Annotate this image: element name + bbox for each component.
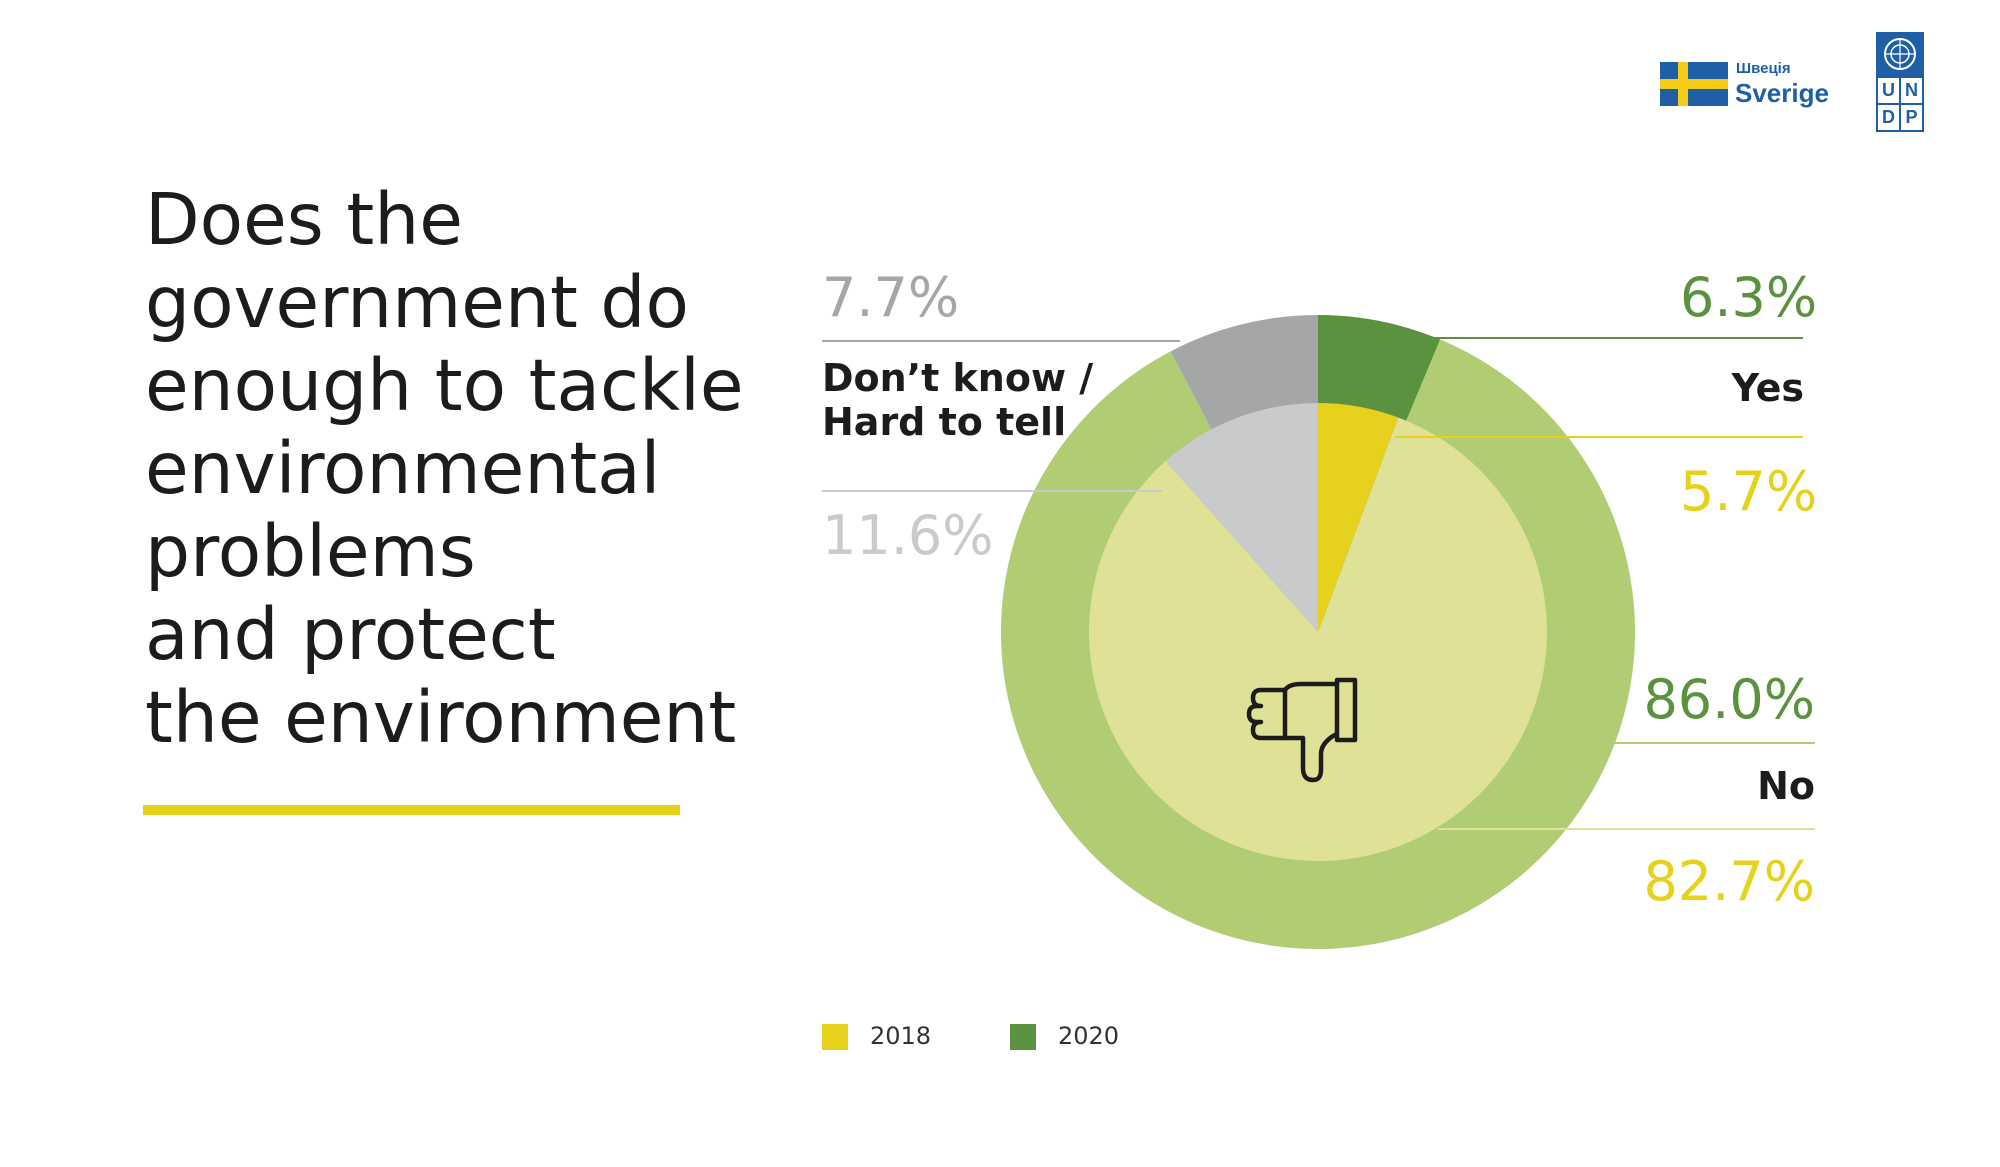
chart-title: Does the government do enough to tackle …: [145, 178, 765, 759]
sweden-flag-icon: [1660, 62, 1728, 106]
sweden-logo-small-text: Швеція: [1736, 60, 1791, 77]
title-line: the environment: [145, 676, 737, 759]
legend-label-2020: 2020: [1058, 1022, 1120, 1050]
inner-ring-2018: [1088, 403, 1547, 861]
label-dontknow-2020: 7.7%: [822, 266, 960, 329]
slice-no-2018: [1088, 417, 1547, 861]
label-yes-2020: 6.3%: [1680, 266, 1818, 329]
title-line: government do: [145, 261, 689, 344]
title-line: environmental: [145, 427, 661, 510]
legend-swatch-2018: [822, 1024, 848, 1050]
title-line: problems: [145, 510, 476, 593]
title-line: and protect: [145, 593, 556, 676]
slice-dontknow-2018: [1165, 403, 1318, 632]
sweden-logo-large-text: Sverige: [1735, 78, 1829, 108]
undp-letter-grid: U N D P: [1878, 78, 1922, 130]
title-line: enough to tackle: [145, 344, 744, 427]
label-no-2020: 86.0%: [1643, 668, 1815, 731]
label-dontknow-category: Don’t know / Hard to tell: [822, 356, 1093, 444]
label-dontknow-line: Don’t know /: [822, 356, 1094, 400]
slice-yes-2018: [1318, 403, 1399, 632]
thumbs-down-icon: [1246, 677, 1358, 783]
un-emblem-icon: [1884, 38, 1916, 70]
legend-label-2018: 2018: [870, 1022, 932, 1050]
undp-letter: N: [1901, 78, 1922, 103]
undp-letter: U: [1878, 78, 1899, 103]
label-dontknow-line: Hard to tell: [822, 400, 1067, 444]
title-underline: [143, 805, 680, 815]
label-yes-category: Yes: [1731, 366, 1804, 410]
title-line: Does the: [145, 178, 463, 261]
legend: 2018 2020: [822, 1020, 1222, 1054]
undp-letter: D: [1878, 105, 1899, 130]
label-no-category: No: [1757, 764, 1815, 808]
label-yes-2018: 5.7%: [1680, 460, 1818, 523]
undp-logo: U N D P: [1876, 32, 1924, 132]
label-dontknow-2018: 11.6%: [822, 504, 994, 567]
sweden-logo: Швеція Sverige: [1660, 60, 1830, 110]
legend-swatch-2020: [1010, 1024, 1036, 1050]
undp-letter: P: [1901, 105, 1922, 130]
leader-lines: [822, 337, 1815, 830]
label-no-2018: 82.7%: [1643, 850, 1815, 913]
